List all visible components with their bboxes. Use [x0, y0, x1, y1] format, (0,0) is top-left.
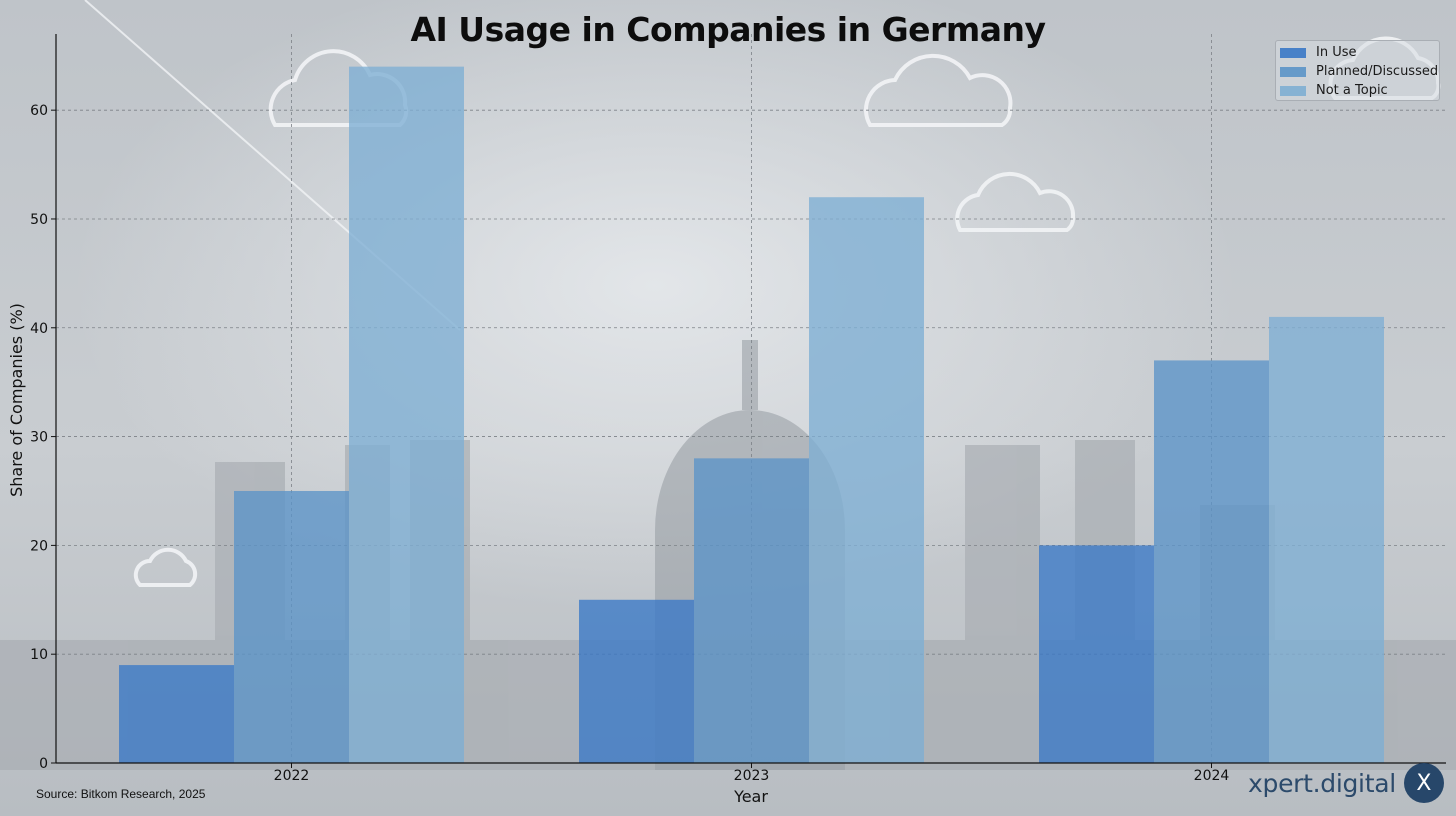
legend-swatch-planned [1280, 66, 1306, 77]
legend-item-planned: Planned/Discussed [1280, 62, 1439, 81]
y-tick-label: 10 [30, 647, 48, 663]
y-tick-label: 40 [30, 321, 48, 337]
bar-not-a-topic-2023 [809, 197, 924, 763]
y-tick-label: 50 [30, 212, 48, 228]
x-tick-label: 2023 [734, 768, 770, 784]
tick-labels: 0 10 20 30 40 50 60 2022 2023 2024 [30, 103, 1229, 784]
legend-label-planned: Planned/Discussed [1316, 64, 1439, 79]
legend-label-in-use: In Use [1316, 45, 1357, 60]
y-tick-label: 30 [30, 430, 48, 446]
legend-item-in-use: In Use [1280, 43, 1439, 62]
bar-not-a-topic-2022 [349, 66, 464, 764]
bar-planned-discussed-2023 [694, 458, 809, 763]
y-tick-label: 0 [39, 756, 48, 772]
legend: In Use Planned/Discussed Not a Topic [1275, 40, 1440, 101]
bars-group [119, 66, 1384, 764]
y-axis-label: Share of Companies (%) [7, 303, 26, 497]
logo-badge-icon: X [1403, 763, 1444, 803]
bar-in-use-2023 [579, 599, 694, 763]
logo-text: xpert.digital [1248, 768, 1396, 798]
y-tick-label: 20 [30, 538, 48, 554]
y-tick-label: 60 [30, 103, 48, 119]
brand-logo: xpert.digital X [1248, 761, 1444, 805]
bar-not-a-topic-2024 [1269, 316, 1384, 763]
bar-planned-discussed-2024 [1154, 360, 1269, 763]
legend-item-not-a-topic: Not a Topic [1280, 81, 1439, 100]
x-axis-label: Year [733, 787, 768, 806]
x-tick-label: 2024 [1194, 768, 1230, 784]
bar-planned-discussed-2022 [234, 490, 349, 763]
bar-in-use-2024 [1039, 545, 1154, 763]
chart-title: AI Usage in Companies in Germany [410, 10, 1046, 49]
bar-in-use-2022 [119, 665, 234, 763]
legend-label-not-a-topic: Not a Topic [1316, 83, 1388, 98]
source-note: Source: Bitkom Research, 2025 [36, 787, 206, 801]
legend-swatch-in-use [1280, 47, 1306, 58]
x-tick-label: 2022 [274, 768, 310, 784]
legend-swatch-not-a-topic [1280, 85, 1306, 96]
